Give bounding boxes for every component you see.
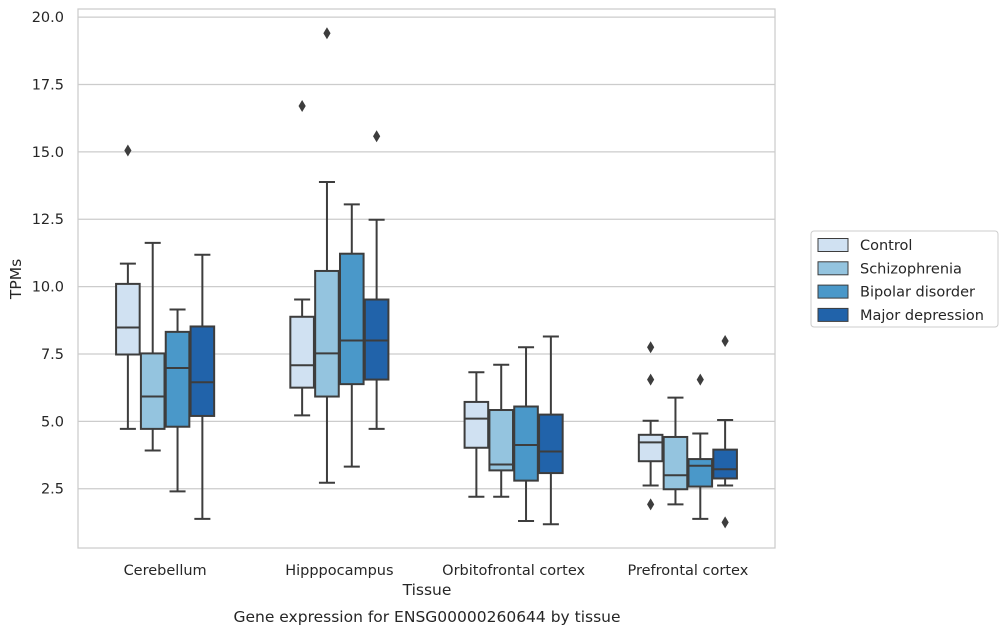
box-schizophrenia bbox=[314, 27, 340, 484]
outlier-point bbox=[696, 373, 704, 386]
box-schizophrenia bbox=[488, 363, 515, 498]
x-tick-labels: Cerebellum Hipppocampus Orbitofrontal cort… bbox=[124, 563, 749, 579]
legend-item: Major depression bbox=[817, 307, 984, 324]
y-tick-label: 20.0 bbox=[32, 10, 64, 26]
outlier-point bbox=[647, 498, 655, 511]
legend-label: Bipolar disorder bbox=[860, 285, 975, 301]
box-iqr bbox=[164, 330, 191, 428]
x-tick-label: Prefrontal cortex bbox=[627, 563, 748, 579]
box-bipolar-disorder bbox=[513, 346, 539, 523]
box-iqr bbox=[314, 269, 340, 398]
box-iqr bbox=[115, 282, 141, 356]
box-iqr bbox=[637, 433, 664, 463]
chart-caption: Gene expression for ENSG00000260644 by t… bbox=[233, 608, 620, 626]
legend-item: Control bbox=[817, 238, 912, 254]
x-tick-label: Hipppocampus bbox=[285, 563, 393, 579]
y-tick-label: 5.0 bbox=[41, 414, 64, 430]
box-iqr bbox=[513, 405, 539, 482]
legend: Control Schizophrenia Bipolar disorder Majo… bbox=[810, 230, 999, 328]
outlier-point bbox=[647, 373, 655, 386]
box-bipolar-disorder bbox=[687, 373, 714, 520]
legend-label: Control bbox=[860, 238, 912, 254]
outlier-point bbox=[124, 144, 132, 157]
box-iqr bbox=[538, 413, 564, 475]
box-schizophrenia bbox=[139, 241, 166, 452]
y-tick-labels: 2.5 5.0 7.5 10.0 12.5 15.0 17.5 20.0 bbox=[32, 10, 64, 498]
legend-swatch bbox=[817, 238, 849, 252]
box-major-depression bbox=[712, 335, 738, 529]
box-groups bbox=[115, 27, 738, 529]
box-group-cerebellum bbox=[115, 144, 216, 520]
box-iqr bbox=[189, 325, 216, 417]
box-iqr bbox=[338, 252, 365, 386]
x-tick-label: Cerebellum bbox=[124, 563, 207, 579]
outlier-point bbox=[373, 130, 381, 143]
box-major-depression bbox=[538, 335, 564, 526]
box-bipolar-disorder bbox=[338, 203, 365, 468]
box-major-depression bbox=[363, 130, 390, 430]
box-control bbox=[463, 371, 490, 498]
y-tick-label: 12.5 bbox=[32, 212, 64, 228]
legend-item: Schizophrenia bbox=[817, 261, 962, 277]
box-iqr bbox=[712, 448, 738, 480]
box-bipolar-disorder bbox=[164, 308, 191, 493]
y-axis-label: TPMs bbox=[7, 259, 25, 300]
x-tick-label: Orbitofrontal cortex bbox=[442, 563, 585, 579]
legend-swatch bbox=[817, 284, 849, 299]
box-schizophrenia bbox=[662, 396, 689, 506]
box-group-prefrontal-cortex bbox=[637, 335, 738, 529]
outlier-point bbox=[647, 341, 655, 354]
y-tick-label: 2.5 bbox=[41, 482, 64, 498]
y-tick-label: 10.0 bbox=[32, 280, 64, 296]
box-iqr bbox=[662, 435, 689, 491]
x-axis-label: Tissue bbox=[402, 581, 452, 599]
plot-frame bbox=[77, 8, 776, 549]
outlier-point bbox=[721, 335, 729, 348]
box-group-hipppocampus bbox=[289, 27, 390, 484]
legend-swatch bbox=[817, 307, 849, 322]
outlier-point bbox=[298, 100, 306, 113]
y-tick-label: 7.5 bbox=[41, 347, 64, 363]
box-iqr bbox=[687, 458, 714, 488]
box-iqr bbox=[139, 352, 166, 430]
box-iqr bbox=[463, 400, 490, 449]
outlier-point bbox=[721, 516, 729, 529]
box-iqr bbox=[488, 409, 515, 472]
box-major-depression bbox=[189, 253, 216, 520]
box-control bbox=[115, 144, 141, 430]
box-iqr bbox=[289, 315, 315, 389]
outlier-point bbox=[323, 27, 331, 40]
legend-label: Schizophrenia bbox=[860, 261, 962, 277]
box-control bbox=[289, 100, 315, 417]
y-tick-label: 15.0 bbox=[32, 145, 64, 161]
legend-label: Major depression bbox=[860, 308, 984, 324]
y-tick-label: 17.5 bbox=[32, 77, 64, 93]
legend-item: Bipolar disorder bbox=[817, 284, 975, 301]
box-control bbox=[637, 341, 664, 511]
legend-swatch bbox=[817, 261, 849, 276]
legend-frame bbox=[810, 230, 999, 328]
box-group-orbitofrontal-cortex bbox=[463, 335, 564, 526]
